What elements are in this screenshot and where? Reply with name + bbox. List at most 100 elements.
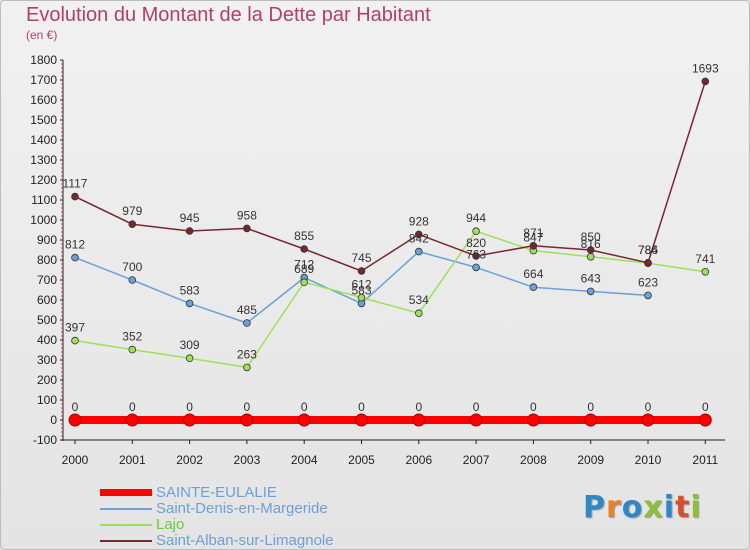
y-tick-label: 200 bbox=[37, 373, 57, 387]
data-label: 745 bbox=[351, 251, 371, 265]
legend-swatch bbox=[100, 524, 152, 526]
series-point bbox=[68, 413, 82, 427]
series-point bbox=[243, 224, 251, 233]
data-label: 1693 bbox=[692, 61, 719, 75]
series-point bbox=[586, 246, 595, 254]
series-point bbox=[414, 230, 423, 239]
y-tick-label: 1000 bbox=[30, 213, 57, 227]
data-label: 958 bbox=[237, 208, 257, 222]
data-label: 816 bbox=[581, 237, 601, 251]
series-point bbox=[297, 413, 311, 427]
logo-letter: r bbox=[606, 490, 622, 525]
data-label: 623 bbox=[638, 275, 658, 289]
data-label: 855 bbox=[294, 229, 314, 243]
y-tick-label: 700 bbox=[37, 273, 57, 287]
data-label: 352 bbox=[122, 330, 142, 344]
data-label: 689 bbox=[294, 262, 314, 276]
series-point bbox=[412, 413, 426, 427]
data-label: 643 bbox=[581, 271, 601, 285]
logo-letter: o bbox=[621, 490, 644, 525]
chart-title: Evolution du Montant de la Dette par Hab… bbox=[26, 4, 431, 26]
data-label: 979 bbox=[122, 204, 142, 218]
series-point bbox=[185, 227, 194, 235]
data-label: 0 bbox=[587, 400, 594, 414]
data-label: 812 bbox=[65, 238, 85, 252]
series-point bbox=[529, 242, 538, 250]
data-label: 0 bbox=[358, 400, 365, 414]
data-label: 534 bbox=[409, 293, 429, 307]
series-point bbox=[584, 413, 598, 427]
series-point bbox=[128, 345, 137, 354]
series-point bbox=[128, 276, 137, 284]
legend-swatch bbox=[100, 489, 152, 496]
data-label: 583 bbox=[351, 283, 371, 297]
series-point bbox=[183, 413, 197, 427]
series-point bbox=[125, 413, 139, 427]
series-point bbox=[357, 267, 366, 275]
data-label: 0 bbox=[129, 400, 136, 414]
logo-letter: i bbox=[663, 490, 676, 525]
series-point bbox=[644, 291, 652, 300]
data-label: 612 bbox=[351, 278, 371, 292]
data-label: 741 bbox=[695, 252, 715, 266]
data-label: 820 bbox=[466, 236, 486, 250]
series-point bbox=[71, 253, 79, 262]
data-label: 0 bbox=[415, 400, 422, 414]
series-line bbox=[74, 230, 707, 369]
data-label: 871 bbox=[523, 226, 543, 240]
x-tick-label: 2003 bbox=[234, 453, 261, 467]
y-tick-label: 1600 bbox=[30, 93, 57, 107]
series-point bbox=[355, 413, 368, 427]
data-label: 309 bbox=[180, 338, 200, 352]
series-point bbox=[529, 283, 538, 292]
proxiti-logo: Proxiti bbox=[583, 490, 702, 525]
x-tick-label: 2005 bbox=[348, 453, 375, 467]
y-tick-label: 1300 bbox=[30, 153, 57, 167]
y-tick-label: 500 bbox=[37, 313, 57, 327]
y-tick-label: 1800 bbox=[30, 53, 57, 67]
series-point bbox=[472, 227, 480, 236]
data-label: 784 bbox=[638, 243, 658, 257]
y-tick-label: 0 bbox=[50, 413, 57, 427]
x-tick-label: 2007 bbox=[463, 453, 490, 467]
series-point bbox=[414, 247, 423, 256]
x-tick-label: 2011 bbox=[692, 453, 718, 467]
x-tick-label: 2001 bbox=[119, 453, 146, 467]
y-tick-label: 300 bbox=[37, 353, 57, 367]
data-label: 712 bbox=[294, 258, 314, 272]
series-point bbox=[472, 252, 480, 260]
y-tick-label: 100 bbox=[37, 393, 57, 407]
data-label: 850 bbox=[581, 230, 601, 244]
data-label: 0 bbox=[530, 400, 537, 414]
series-point bbox=[71, 336, 79, 345]
data-label: 786 bbox=[638, 243, 658, 257]
x-tick-label: 2004 bbox=[291, 453, 318, 467]
logo-letter: x bbox=[643, 490, 664, 525]
legend-swatch bbox=[100, 508, 152, 510]
data-label: 847 bbox=[523, 231, 543, 245]
series-point bbox=[357, 293, 366, 302]
data-label: 700 bbox=[122, 260, 142, 274]
series-point bbox=[641, 413, 655, 427]
data-label: 485 bbox=[237, 303, 257, 317]
data-label: 664 bbox=[523, 267, 543, 281]
series-point bbox=[644, 258, 652, 267]
series-point bbox=[300, 278, 309, 287]
y-tick-label: 1700 bbox=[30, 73, 57, 87]
series-point bbox=[469, 413, 483, 427]
y-tick-label: 900 bbox=[37, 233, 57, 247]
series-point bbox=[414, 309, 423, 318]
data-label: 928 bbox=[409, 214, 429, 228]
legend-label: Saint-Alban-sur-Limagnole bbox=[156, 532, 334, 549]
x-tick-label: 2010 bbox=[635, 453, 662, 467]
x-tick-label: 2008 bbox=[520, 453, 547, 467]
logo-letter: P bbox=[583, 490, 606, 525]
y-tick-label: 1100 bbox=[31, 193, 57, 207]
data-label: 397 bbox=[65, 321, 85, 335]
data-label: 263 bbox=[237, 347, 257, 361]
legend-label: Lajo bbox=[156, 516, 185, 533]
y-tick-label: 1400 bbox=[30, 133, 57, 147]
data-label: 0 bbox=[186, 400, 193, 414]
data-label: 583 bbox=[180, 283, 200, 297]
